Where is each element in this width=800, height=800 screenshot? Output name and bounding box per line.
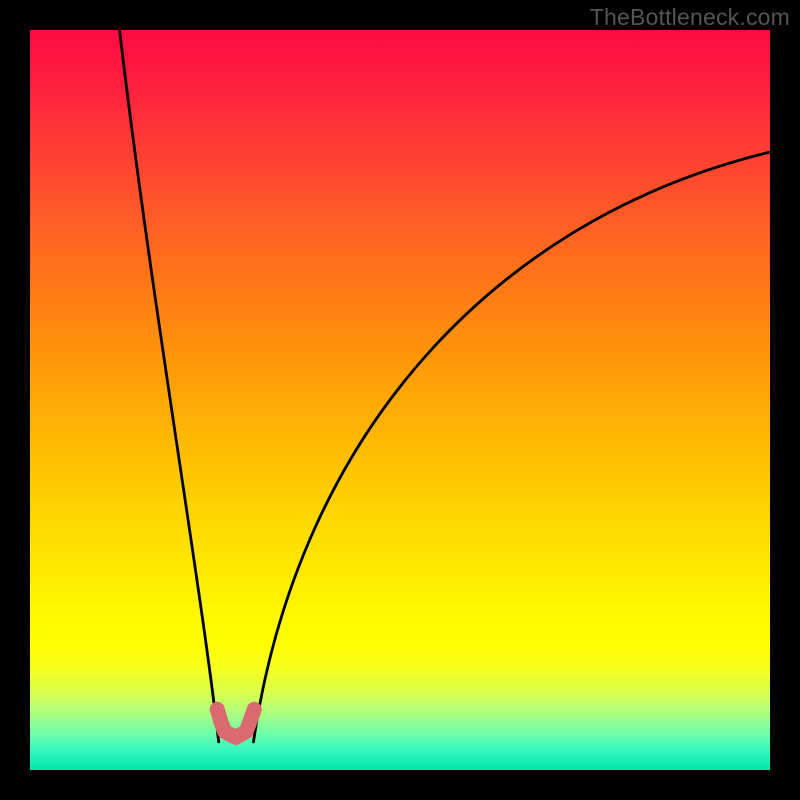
chart-background: [30, 30, 770, 770]
chart-svg: [0, 0, 800, 800]
stage: TheBottleneck.com: [0, 0, 800, 800]
